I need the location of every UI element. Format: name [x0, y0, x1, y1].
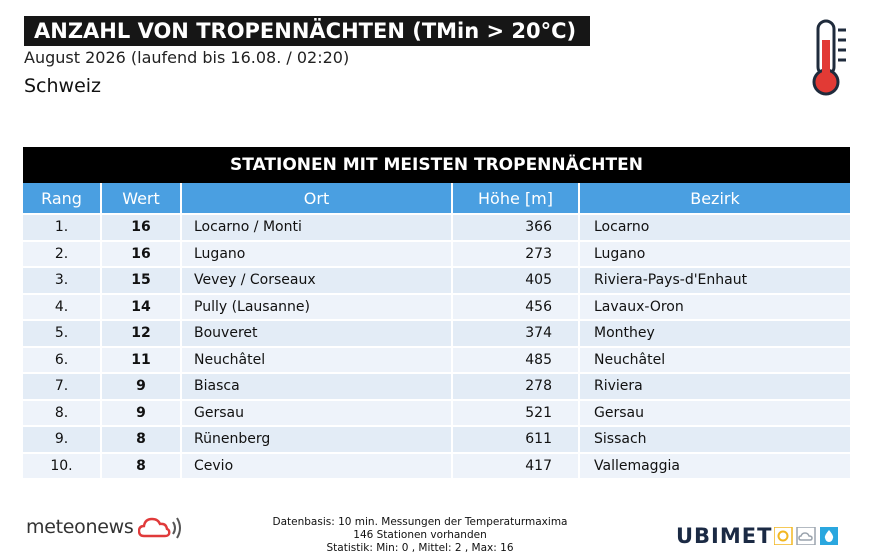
- column-header-rang: Rang: [23, 183, 102, 214]
- cell-hoehe: 366: [452, 213, 580, 241]
- cell-wert: 9: [101, 398, 182, 426]
- cell-bezirk: Riviera-Pays-d'Enhaut: [579, 266, 850, 294]
- cell-bezirk: Lugano: [579, 239, 850, 267]
- cell-rang: 4.: [23, 292, 102, 320]
- column-header-bezirk: Bezirk: [579, 183, 850, 214]
- cell-bezirk: Neuchâtel: [579, 345, 850, 373]
- cell-bezirk: Vallemaggia: [579, 451, 850, 478]
- table-row: 7. 9 Biasca 278 Riviera: [23, 372, 850, 400]
- table-row: 5. 12 Bouveret 374 Monthey: [23, 319, 850, 347]
- column-header-hoehe: Höhe [m]: [452, 183, 580, 214]
- data-basis-note: Datenbasis: 10 min. Messungen der Temper…: [230, 516, 610, 555]
- table-row: 1. 16 Locarno / Monti 366 Locarno: [23, 213, 850, 241]
- column-header-ort: Ort: [181, 183, 453, 214]
- cell-ort: Vevey / Corseaux: [181, 266, 453, 294]
- table-row: 6. 11 Neuchâtel 485 Neuchâtel: [23, 345, 850, 373]
- cell-wert: 8: [101, 425, 182, 453]
- cell-ort: Locarno / Monti: [181, 213, 453, 241]
- meteonews-logo-text: meteonews: [26, 516, 134, 538]
- cloud-signal-icon: [138, 517, 181, 539]
- cell-rang: 7.: [23, 372, 102, 400]
- cell-ort: Bouveret: [181, 319, 453, 347]
- note-line-3: Statistik: Min: 0 , Mittel: 2 , Max: 16: [326, 542, 514, 554]
- cell-bezirk: Riviera: [579, 372, 850, 400]
- drop-icon: [820, 527, 838, 545]
- cell-hoehe: 405: [452, 266, 580, 294]
- cell-wert: 16: [101, 213, 182, 241]
- cell-wert: 11: [101, 345, 182, 373]
- table-body: 1. 16 Locarno / Monti 366 Locarno 2. 16 Lugano 2…: [23, 213, 850, 478]
- cell-hoehe: 611: [452, 425, 580, 453]
- cell-ort: Gersau: [181, 398, 453, 426]
- cell-wert: 9: [101, 372, 182, 400]
- cell-bezirk: Gersau: [579, 398, 850, 426]
- cell-wert: 8: [101, 451, 182, 478]
- cell-rang: 6.: [23, 345, 102, 373]
- cell-wert: 14: [101, 292, 182, 320]
- cell-ort: Cevio: [181, 451, 453, 478]
- cell-rang: 3.: [23, 266, 102, 294]
- cell-ort: Biasca: [181, 372, 453, 400]
- stations-grid: Rang Wert Ort Höhe [m] Bezirk 1. 16 Locarn…: [23, 183, 850, 478]
- cell-ort: Rünenberg: [181, 425, 453, 453]
- weather-icons: [774, 527, 838, 545]
- cell-rang: 2.: [23, 239, 102, 267]
- page-subtitle: August 2026 (laufend bis 16.08. / 02:20): [24, 48, 350, 67]
- cell-rang: 1.: [23, 213, 102, 241]
- column-header-row: Rang Wert Ort Höhe [m] Bezirk: [23, 183, 850, 214]
- cell-wert: 12: [101, 319, 182, 347]
- cell-wert: 15: [101, 266, 182, 294]
- table-row: 9. 8 Rünenberg 611 Sissach: [23, 425, 850, 453]
- meteonews-logo: meteonews: [26, 510, 186, 544]
- cell-bezirk: Lavaux-Oron: [579, 292, 850, 320]
- cell-hoehe: 485: [452, 345, 580, 373]
- cell-ort: Neuchâtel: [181, 345, 453, 373]
- table-row: 3. 15 Vevey / Corseaux 405 Riviera-Pays-d'En…: [23, 266, 850, 294]
- cell-rang: 5.: [23, 319, 102, 347]
- table-row: 8. 9 Gersau 521 Gersau: [23, 398, 850, 426]
- cell-hoehe: 278: [452, 372, 580, 400]
- cell-ort: Lugano: [181, 239, 453, 267]
- cell-bezirk: Sissach: [579, 425, 850, 453]
- cell-hoehe: 417: [452, 451, 580, 478]
- cell-hoehe: 273: [452, 239, 580, 267]
- ubimet-logo: UBIMET: [676, 524, 846, 548]
- cell-hoehe: 374: [452, 319, 580, 347]
- stations-table: STATIONEN MIT MEISTEN TROPENNÄCHTEN Rang…: [23, 147, 850, 478]
- table-row: 10. 8 Cevio 417 Vallemaggia: [23, 451, 850, 478]
- region-label: Schweiz: [24, 75, 102, 97]
- cell-hoehe: 521: [452, 398, 580, 426]
- page-title: ANZAHL VON TROPENNÄCHTEN (TMin > 20°C): [24, 16, 590, 46]
- table-row: 2. 16 Lugano 273 Lugano: [23, 239, 850, 267]
- cell-rang: 9.: [23, 425, 102, 453]
- note-line-1: Datenbasis: 10 min. Messungen der Temper…: [272, 516, 568, 528]
- cell-wert: 16: [101, 239, 182, 267]
- cell-rang: 10.: [23, 451, 102, 478]
- cloud-icon: [796, 527, 816, 545]
- column-header-wert: Wert: [101, 183, 182, 214]
- cell-ort: Pully (Lausanne): [181, 292, 453, 320]
- table-title: STATIONEN MIT MEISTEN TROPENNÄCHTEN: [23, 147, 850, 183]
- thermometer-icon: [812, 19, 846, 96]
- cell-bezirk: Monthey: [579, 319, 850, 347]
- cell-hoehe: 456: [452, 292, 580, 320]
- cell-rang: 8.: [23, 398, 102, 426]
- sun-icon: [774, 527, 793, 545]
- cell-bezirk: Locarno: [579, 213, 850, 241]
- note-line-2: 146 Stationen vorhanden: [353, 529, 487, 541]
- ubimet-logo-text: UBIMET: [676, 524, 773, 548]
- table-row: 4. 14 Pully (Lausanne) 456 Lavaux-Oron: [23, 292, 850, 320]
